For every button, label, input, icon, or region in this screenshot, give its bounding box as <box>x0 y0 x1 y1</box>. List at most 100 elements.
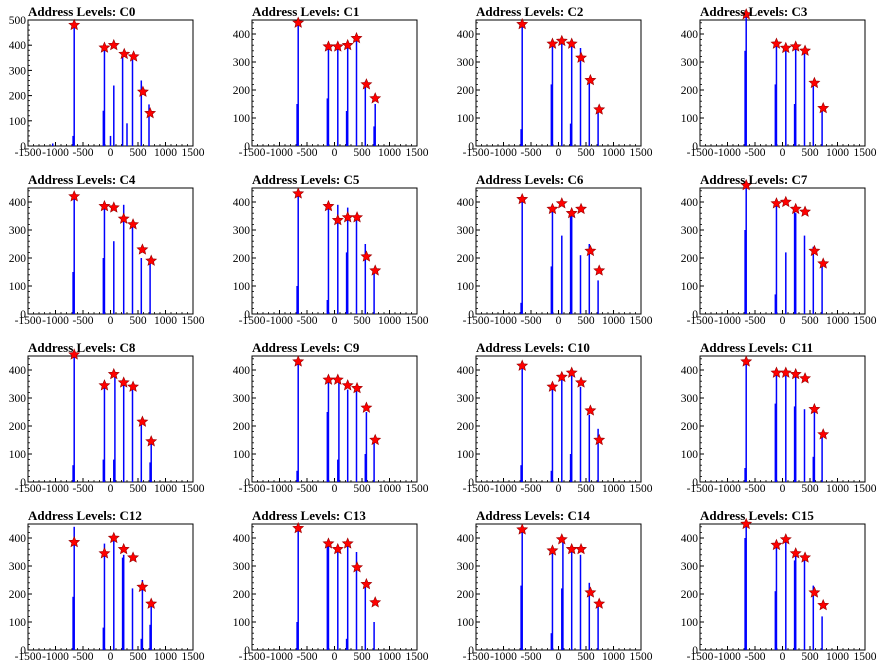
histogram-bar <box>785 48 787 146</box>
y-tick-label: 500 <box>9 15 27 27</box>
histogram-bar <box>327 48 330 146</box>
histogram-bar <box>570 210 573 314</box>
star-marker <box>107 38 120 51</box>
y-tick-label: 0 <box>244 645 250 657</box>
histogram-bar <box>745 361 747 482</box>
x-tick-label: 0 <box>780 315 786 327</box>
y-tick-label: 400 <box>681 365 699 377</box>
histogram-bar <box>521 529 523 650</box>
x-tick-label: 500 <box>129 483 147 495</box>
x-tick-label: -500 <box>296 483 317 495</box>
x-tick-label: -500 <box>296 315 317 327</box>
x-tick-label: -1000 <box>714 651 741 663</box>
histogram-bar <box>793 207 796 314</box>
y-tick-label: 0 <box>468 645 474 657</box>
star-marker <box>360 401 373 413</box>
x-tick-label: 1000 <box>154 315 177 327</box>
chart-title: Address Levels: C11 <box>700 340 814 355</box>
histogram-bar <box>346 546 349 650</box>
chart-panel: 0 100 200 300 400 -1500 -1000 -500 0 500 1000 1500 A… <box>224 0 448 168</box>
star-marker <box>136 580 149 593</box>
x-tick-label: -1000 <box>714 483 741 495</box>
x-tick-label: 1000 <box>378 147 401 159</box>
histogram-bar <box>73 526 75 650</box>
histogram-bar <box>551 546 554 650</box>
star-marker <box>789 202 802 215</box>
x-tick-label: -1000 <box>42 651 69 663</box>
chart-svg: 0 100 200 300 400 -1500 -1000 -500 0 500 1000 1500 <box>681 178 877 327</box>
histogram-bar <box>551 386 554 482</box>
y-tick-label: 100 <box>9 449 27 461</box>
x-tick-label: 1000 <box>154 483 177 495</box>
chart-title: Address Levels: C8 <box>28 340 136 355</box>
histogram-bar <box>140 638 143 650</box>
x-tick-label: 1000 <box>378 483 401 495</box>
histogram-bar <box>521 367 523 482</box>
x-tick-label: -1500 <box>15 315 42 327</box>
histogram-bar <box>579 255 582 314</box>
histogram-bar <box>73 25 75 146</box>
y-tick-label: 100 <box>9 617 27 629</box>
x-tick-label: -1000 <box>490 315 517 327</box>
y-tick-label: 300 <box>233 561 251 573</box>
y-tick-label: 0 <box>20 309 26 321</box>
plot-frame <box>251 187 418 315</box>
histogram-bar <box>579 386 582 482</box>
chart-svg: 0 100 200 300 400 -1500 -1000 -500 0 500 1000 1500 <box>457 187 653 327</box>
chart-title: Address Levels: C14 <box>476 508 590 523</box>
histogram-bar <box>793 406 796 482</box>
star-marker <box>555 370 568 383</box>
chart-title: Address Levels: C4 <box>28 172 136 187</box>
histogram-bar <box>73 196 75 314</box>
y-tick-label: 0 <box>20 645 26 657</box>
y-tick-label: 0 <box>692 309 698 321</box>
histogram-bar <box>326 412 329 482</box>
star-marker <box>593 264 606 276</box>
x-tick-label: 500 <box>577 315 595 327</box>
star-marker <box>740 8 753 20</box>
y-tick-label: 0 <box>692 477 698 489</box>
x-tick-label: -500 <box>520 651 541 663</box>
x-tick-label: 500 <box>353 483 371 495</box>
x-tick-label: -1000 <box>266 147 293 159</box>
histogram-bar <box>103 543 106 650</box>
histogram-bar <box>744 538 746 650</box>
histogram-bar <box>803 557 806 650</box>
x-tick-label: 1500 <box>406 483 429 495</box>
chart-svg: 0 100 200 300 400 -1500 -1000 -500 0 500 1000 1500 <box>681 355 877 495</box>
histogram-bar <box>551 45 554 147</box>
y-tick-label: 100 <box>457 113 475 125</box>
x-tick-label: 1500 <box>182 651 205 663</box>
histogram-bar <box>570 549 573 650</box>
x-tick-label: 1500 <box>630 483 653 495</box>
x-tick-label: 1000 <box>602 315 625 327</box>
star-marker <box>779 41 792 54</box>
histogram-bar <box>793 560 796 650</box>
histogram-bar <box>794 375 797 482</box>
star-marker <box>369 433 382 446</box>
y-tick-label: 300 <box>457 57 475 69</box>
histogram-bar <box>812 585 815 650</box>
y-tick-label: 0 <box>468 141 474 153</box>
chart-svg: 0 100 200 300 400 -1500 -1000 -500 0 500 1000 1500 <box>233 16 429 159</box>
histogram-bar <box>561 39 563 146</box>
histogram-bar <box>337 552 339 650</box>
star-marker <box>136 243 149 255</box>
y-tick-label: 300 <box>681 57 699 69</box>
histogram-bar <box>569 213 572 314</box>
star-marker <box>127 218 140 230</box>
y-tick-label: 400 <box>233 29 251 41</box>
histogram-bar <box>793 104 796 146</box>
histogram-bar <box>785 375 787 482</box>
y-tick-label: 400 <box>457 365 475 377</box>
histogram-bar <box>744 50 746 146</box>
y-tick-label: 100 <box>681 449 699 461</box>
histogram-bar <box>597 602 599 650</box>
star-marker <box>68 535 81 548</box>
star-marker <box>575 51 588 63</box>
star-marker <box>117 212 130 224</box>
chart-panel: 0 100 200 300 400 -1500 -1000 -500 0 500 1000 1500 A… <box>672 336 896 504</box>
star-marker <box>817 101 830 114</box>
histogram-bar <box>72 465 74 482</box>
histogram-bar <box>345 111 348 146</box>
